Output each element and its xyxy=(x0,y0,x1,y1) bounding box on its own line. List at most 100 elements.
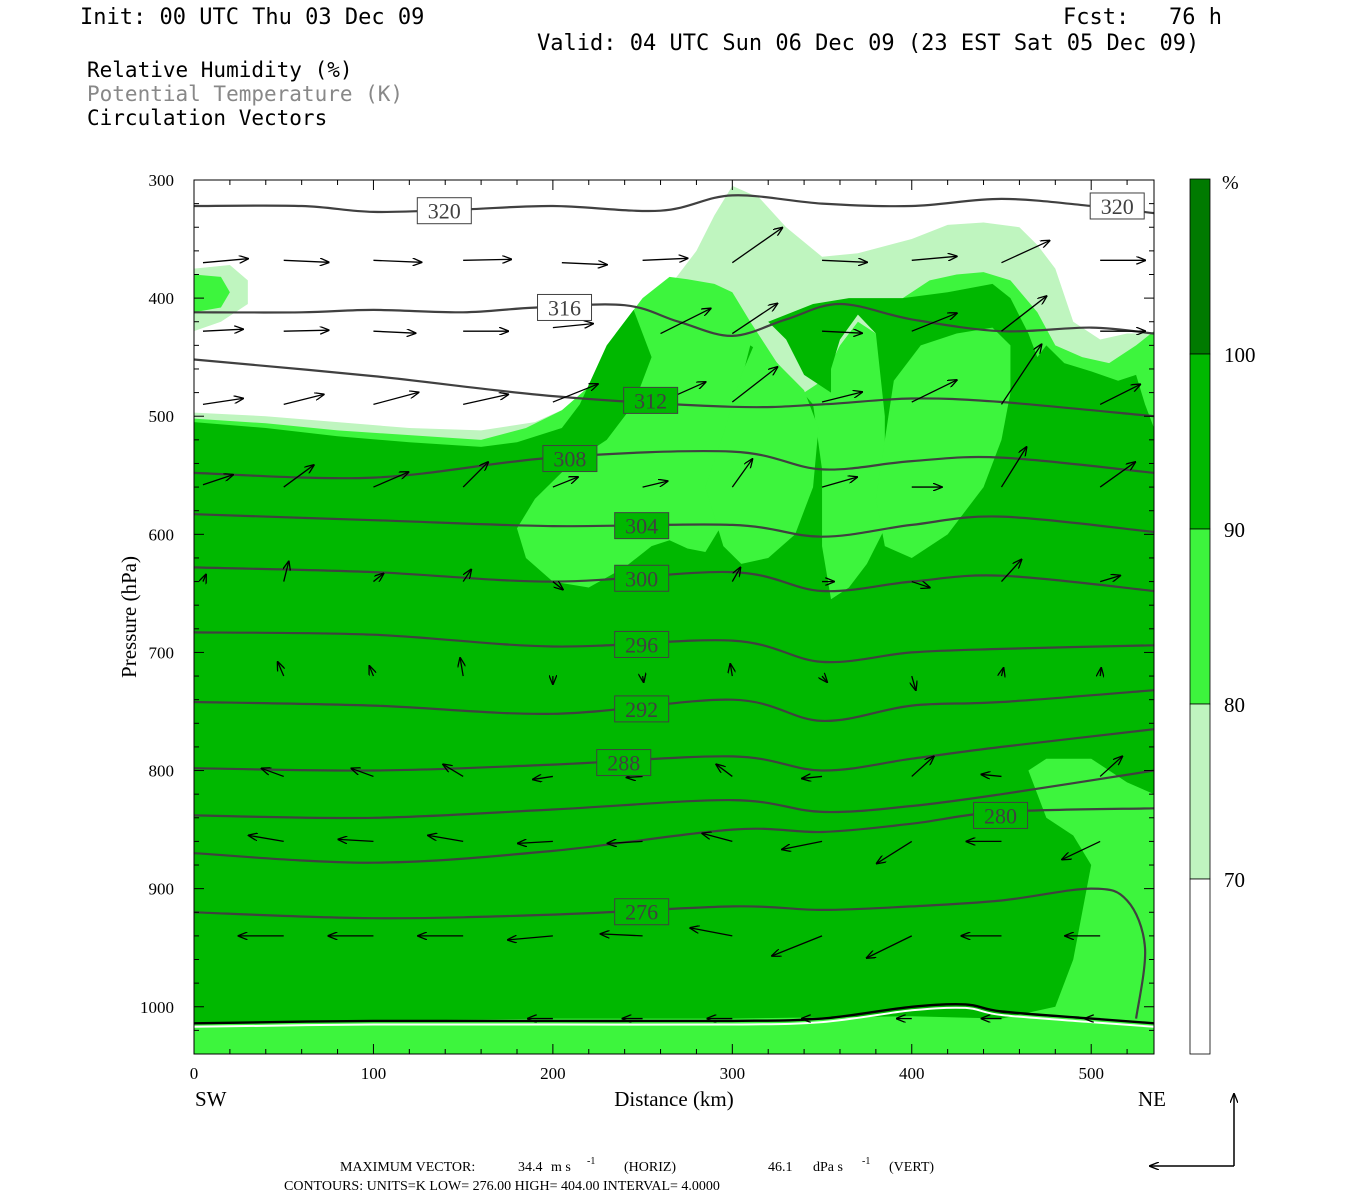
isentrope-label-box xyxy=(596,749,652,777)
circulation-vector xyxy=(284,562,289,582)
isentrope-292 xyxy=(194,689,1154,723)
y-tick-label: 500 xyxy=(149,407,175,426)
max-vert-value: 46.1 xyxy=(768,1160,793,1175)
circulation-vector xyxy=(731,304,777,335)
legend-rh: Relative Humidity (%) xyxy=(87,58,353,82)
y-tick-label: 800 xyxy=(149,762,175,781)
isentrope-label-box xyxy=(1089,192,1145,220)
circulation-vector xyxy=(821,392,862,403)
circulation-vector xyxy=(283,330,329,331)
isentrope-label-text: 276 xyxy=(625,900,658,925)
forecast-hour: Fcst: 76 h xyxy=(1063,5,1222,30)
y-tick-label: 900 xyxy=(149,880,175,899)
isentrope-label-text: 320 xyxy=(1101,194,1134,219)
y-tick-label: 300 xyxy=(149,171,175,190)
circulation-vector xyxy=(1001,296,1046,332)
circulation-vector xyxy=(533,776,553,779)
isentrope-label-box xyxy=(416,197,472,225)
max-horiz-value: 34.4 xyxy=(518,1160,543,1175)
isentrope-label-text: 308 xyxy=(553,447,586,472)
circulation-vector xyxy=(867,935,913,958)
circulation-vector xyxy=(462,462,488,488)
x-tick-label: 500 xyxy=(1078,1064,1104,1083)
circulation-vector xyxy=(552,384,598,403)
circulation-vector xyxy=(822,260,867,262)
colorbar-label: 100 xyxy=(1224,343,1256,367)
circulation-vector xyxy=(202,259,248,263)
isentrope-320 xyxy=(194,194,1154,215)
isentrope-label-box xyxy=(614,695,670,723)
circulation-vector xyxy=(772,935,823,956)
isentrope-label-320: 320 xyxy=(1089,192,1145,220)
circulation-vector xyxy=(202,475,233,486)
circulation-vector xyxy=(731,228,782,264)
circulation-vector xyxy=(373,392,418,406)
colorbar-swatch xyxy=(1189,528,1211,705)
circulation-vector xyxy=(1000,344,1041,405)
max-vert-tag: (VERT) xyxy=(889,1160,934,1175)
max-horiz-unit: m s xyxy=(551,1160,571,1175)
circulation-vector xyxy=(782,840,823,849)
colorbar-swatch xyxy=(1189,178,1211,355)
circulation-vector xyxy=(690,928,733,937)
circulation-vector xyxy=(911,313,957,332)
circulation-vector xyxy=(1099,462,1135,488)
colorbar-label: 80 xyxy=(1224,693,1245,717)
circulation-vector xyxy=(660,309,711,335)
colorbar-swatch xyxy=(1189,878,1211,1055)
isentrope-label-316: 316 xyxy=(537,293,593,321)
x-tick-label: 100 xyxy=(361,1064,387,1083)
circulation-vector xyxy=(283,260,329,262)
circulation-vector xyxy=(731,367,777,403)
isentrope-label-box xyxy=(537,293,593,321)
max-horiz-exp: -1 xyxy=(587,1156,595,1167)
isentrope-label-text: 300 xyxy=(625,566,658,591)
isentrope-284 xyxy=(194,769,1154,820)
circulation-vector xyxy=(911,380,957,403)
circulation-vector xyxy=(731,459,752,488)
circulation-vector xyxy=(373,472,408,488)
isentrope-296 xyxy=(194,631,1154,664)
rh-band-80-left xyxy=(194,274,230,313)
circulation-vector xyxy=(877,840,913,863)
isentrope-312 xyxy=(194,358,1154,418)
circulation-vector xyxy=(202,398,243,406)
colorbar-label: 90 xyxy=(1224,518,1245,542)
circulation-vector xyxy=(463,394,508,406)
humidity-fill-layer xyxy=(194,185,1154,1054)
circulation-vector xyxy=(283,394,324,406)
isentrope-308 xyxy=(194,449,1154,480)
circulation-vector xyxy=(518,841,553,843)
circulation-vector xyxy=(262,768,284,778)
footer-max-vector: MAXIMUM VECTOR: 34.4 m s -1 (HORIZ) 46.1… xyxy=(284,1156,934,1194)
axis-ticks: 300 400 500 600 700 800 900 1000 0 100 200 300 400 50… xyxy=(140,171,1154,1083)
circulation-vector xyxy=(203,575,206,582)
isentrope-276 xyxy=(194,887,1147,1019)
circulation-vector xyxy=(351,768,374,778)
circulation-vector xyxy=(911,256,957,260)
max-vert-exp: -1 xyxy=(862,1156,870,1167)
y-tick-label: 600 xyxy=(149,525,175,544)
circulation-vector xyxy=(1099,384,1140,405)
circulation-vector xyxy=(561,263,607,265)
circulation-vector xyxy=(1062,840,1101,859)
isentrope-label-text: 316 xyxy=(548,295,581,320)
legend-vectors: Circulation Vectors xyxy=(87,106,328,130)
isentrope-label-300: 300 xyxy=(614,564,670,592)
circulation-vector xyxy=(552,477,578,488)
isentrope-316 xyxy=(194,302,1154,338)
circulation-vector xyxy=(373,331,415,333)
x-tick-label: 300 xyxy=(720,1064,746,1083)
isentrope-288 xyxy=(194,728,1154,772)
isentrope-label-text: 280 xyxy=(984,803,1017,828)
isentrope-label-text: 312 xyxy=(634,388,667,413)
circulation-vector xyxy=(981,774,1002,776)
isentrope-label-276: 276 xyxy=(614,898,670,926)
circulation-vector xyxy=(373,574,383,582)
circulation-vector xyxy=(462,570,471,582)
colorbar: 100 90 80 70% xyxy=(1189,172,1256,1055)
x-tick-label: 400 xyxy=(899,1064,925,1083)
circulation-vector xyxy=(463,259,511,260)
y-tick-label: 400 xyxy=(149,289,175,308)
